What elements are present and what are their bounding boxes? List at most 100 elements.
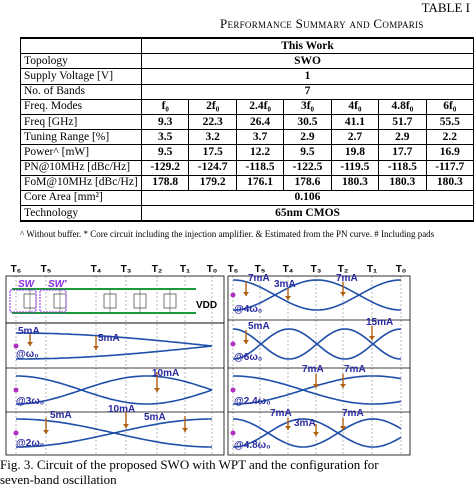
row-label: Freq. Modes	[20, 98, 142, 115]
arrow-head	[285, 296, 291, 300]
tap-label: T₁	[367, 264, 377, 275]
arrow-head	[182, 428, 188, 432]
cell: 17.5	[188, 144, 237, 161]
cell: -118.5	[235, 159, 285, 176]
table-row: Core Area [mm²] 0.106	[20, 189, 474, 207]
wave-label: @ω₀	[16, 349, 39, 360]
wave-label: 5mA	[248, 321, 270, 332]
wave-label: 7mA	[342, 408, 364, 419]
panel-frame	[227, 275, 411, 456]
switch-label: SW	[18, 279, 36, 290]
wave-label: 5mA	[50, 410, 72, 421]
wave-label: @2.4ω₀	[234, 396, 271, 407]
standing-wave	[16, 332, 213, 347]
wave-label: @4.8ω₀	[234, 440, 271, 451]
cell: 7	[140, 83, 474, 100]
table-row: Technology 65nm CMOS	[20, 205, 474, 223]
cell: 178.6	[283, 174, 332, 191]
wave-label: 7mA	[270, 408, 292, 419]
arrow-head	[313, 432, 319, 436]
cell: 9.3	[140, 113, 190, 131]
wave-label: @6ω₀	[234, 352, 262, 363]
cell: 51.7	[378, 113, 427, 131]
cell: -122.5	[283, 159, 332, 176]
cell: 4.8f₀	[378, 98, 427, 115]
row-label: Power^ [mW]	[20, 144, 142, 161]
arrow-head	[243, 292, 249, 296]
standing-wave	[16, 418, 212, 448]
table-row: Freq [GHz] 9.3 22.3 26.4 30.5 41.1 51.7 55.5	[20, 113, 474, 131]
source-dot	[230, 430, 236, 436]
standing-wave	[16, 345, 213, 360]
row-label	[20, 37, 142, 55]
arrow-head	[369, 336, 375, 340]
tap-label: T₂	[338, 264, 349, 275]
table-row: Supply Voltage [V] 1	[20, 68, 474, 85]
standing-wave	[232, 418, 402, 448]
tap-label: T₂	[152, 264, 163, 275]
cell: 9.5	[140, 144, 190, 161]
source-dot	[13, 343, 19, 349]
cell: 2.9	[283, 129, 332, 146]
cell: 30.5	[283, 113, 332, 131]
tap-label: T₅	[41, 264, 52, 275]
cell: 1	[140, 68, 474, 85]
row-label: PN@10MHz [dBc/Hz]	[20, 159, 142, 176]
panel-frame	[5, 322, 225, 456]
cell: This Work	[140, 37, 474, 55]
source-dot	[13, 430, 19, 436]
wave-label: @3ω₀	[16, 396, 44, 407]
cell: 180.3	[425, 174, 474, 191]
arrow-head	[313, 384, 319, 388]
table-row: FoM@10MHz [dBc/Hz] 178.8 179.2 176.1 178.6 18…	[20, 174, 474, 191]
cell: 17.7	[378, 144, 427, 161]
cell: 12.2	[235, 144, 285, 161]
wave-label: 7mA	[302, 364, 324, 375]
table-row: This Work	[20, 37, 474, 55]
row-label: FoM@10MHz [dBc/Hz]	[20, 174, 142, 191]
arrow-head	[340, 384, 346, 388]
wave-label: @2ω₀	[16, 438, 44, 449]
wave-label: 5mA	[18, 326, 40, 337]
cell: -124.7	[188, 159, 237, 176]
arrow-head	[285, 426, 291, 430]
standing-wave	[232, 418, 402, 448]
cell: 3f₀	[283, 98, 332, 115]
standing-wave	[16, 375, 213, 405]
wave-label: 7mA	[344, 364, 366, 375]
cell: 26.4	[235, 113, 285, 131]
wave-label: 10mA	[152, 368, 179, 379]
cell: 19.8	[330, 144, 380, 161]
cell: 176.1	[235, 174, 285, 191]
tap-label: T₀	[207, 264, 218, 275]
cell: 9.5	[283, 144, 332, 161]
table-row: No. of Bands 7	[20, 83, 474, 100]
tap-label: T₆	[11, 264, 22, 275]
cell: 2f₀	[188, 98, 237, 115]
arrow-head	[27, 342, 33, 346]
caption-line: Fig. 3. Circuit of the proposed SWO with…	[0, 457, 379, 472]
standing-wave	[232, 279, 402, 311]
cell: 2.4f₀	[235, 98, 285, 115]
cell: 3.5	[140, 129, 190, 146]
arrow-head	[340, 292, 346, 296]
source-dot	[230, 292, 236, 298]
performance-table: This Work Topology SWO Supply Voltage [V] 1 N…	[20, 37, 474, 223]
cell: 65nm CMOS	[140, 205, 474, 223]
cell: 3.7	[235, 129, 285, 146]
wave-label: 5mA	[98, 333, 120, 344]
switch-label: SW'	[48, 279, 67, 290]
cell: 41.1	[330, 113, 380, 131]
wave-label: 10mA	[108, 404, 135, 415]
tap-label: T₁	[180, 264, 190, 275]
table-row: Topology SWO	[20, 53, 474, 70]
caption-line: seven-band oscillation	[0, 472, 117, 487]
tap-label: T₄	[283, 264, 294, 275]
cell: 180.3	[330, 174, 380, 191]
table-row: PN@10MHz [dBc/Hz] -129.2 -124.7 -118.5 -122.…	[20, 159, 474, 176]
row-label: Technology	[20, 205, 142, 223]
cell: 3.2	[188, 129, 237, 146]
cell: -117.7	[425, 159, 474, 176]
row-label: Core Area [mm²]	[20, 189, 142, 207]
tap-label: T₄	[91, 264, 102, 275]
